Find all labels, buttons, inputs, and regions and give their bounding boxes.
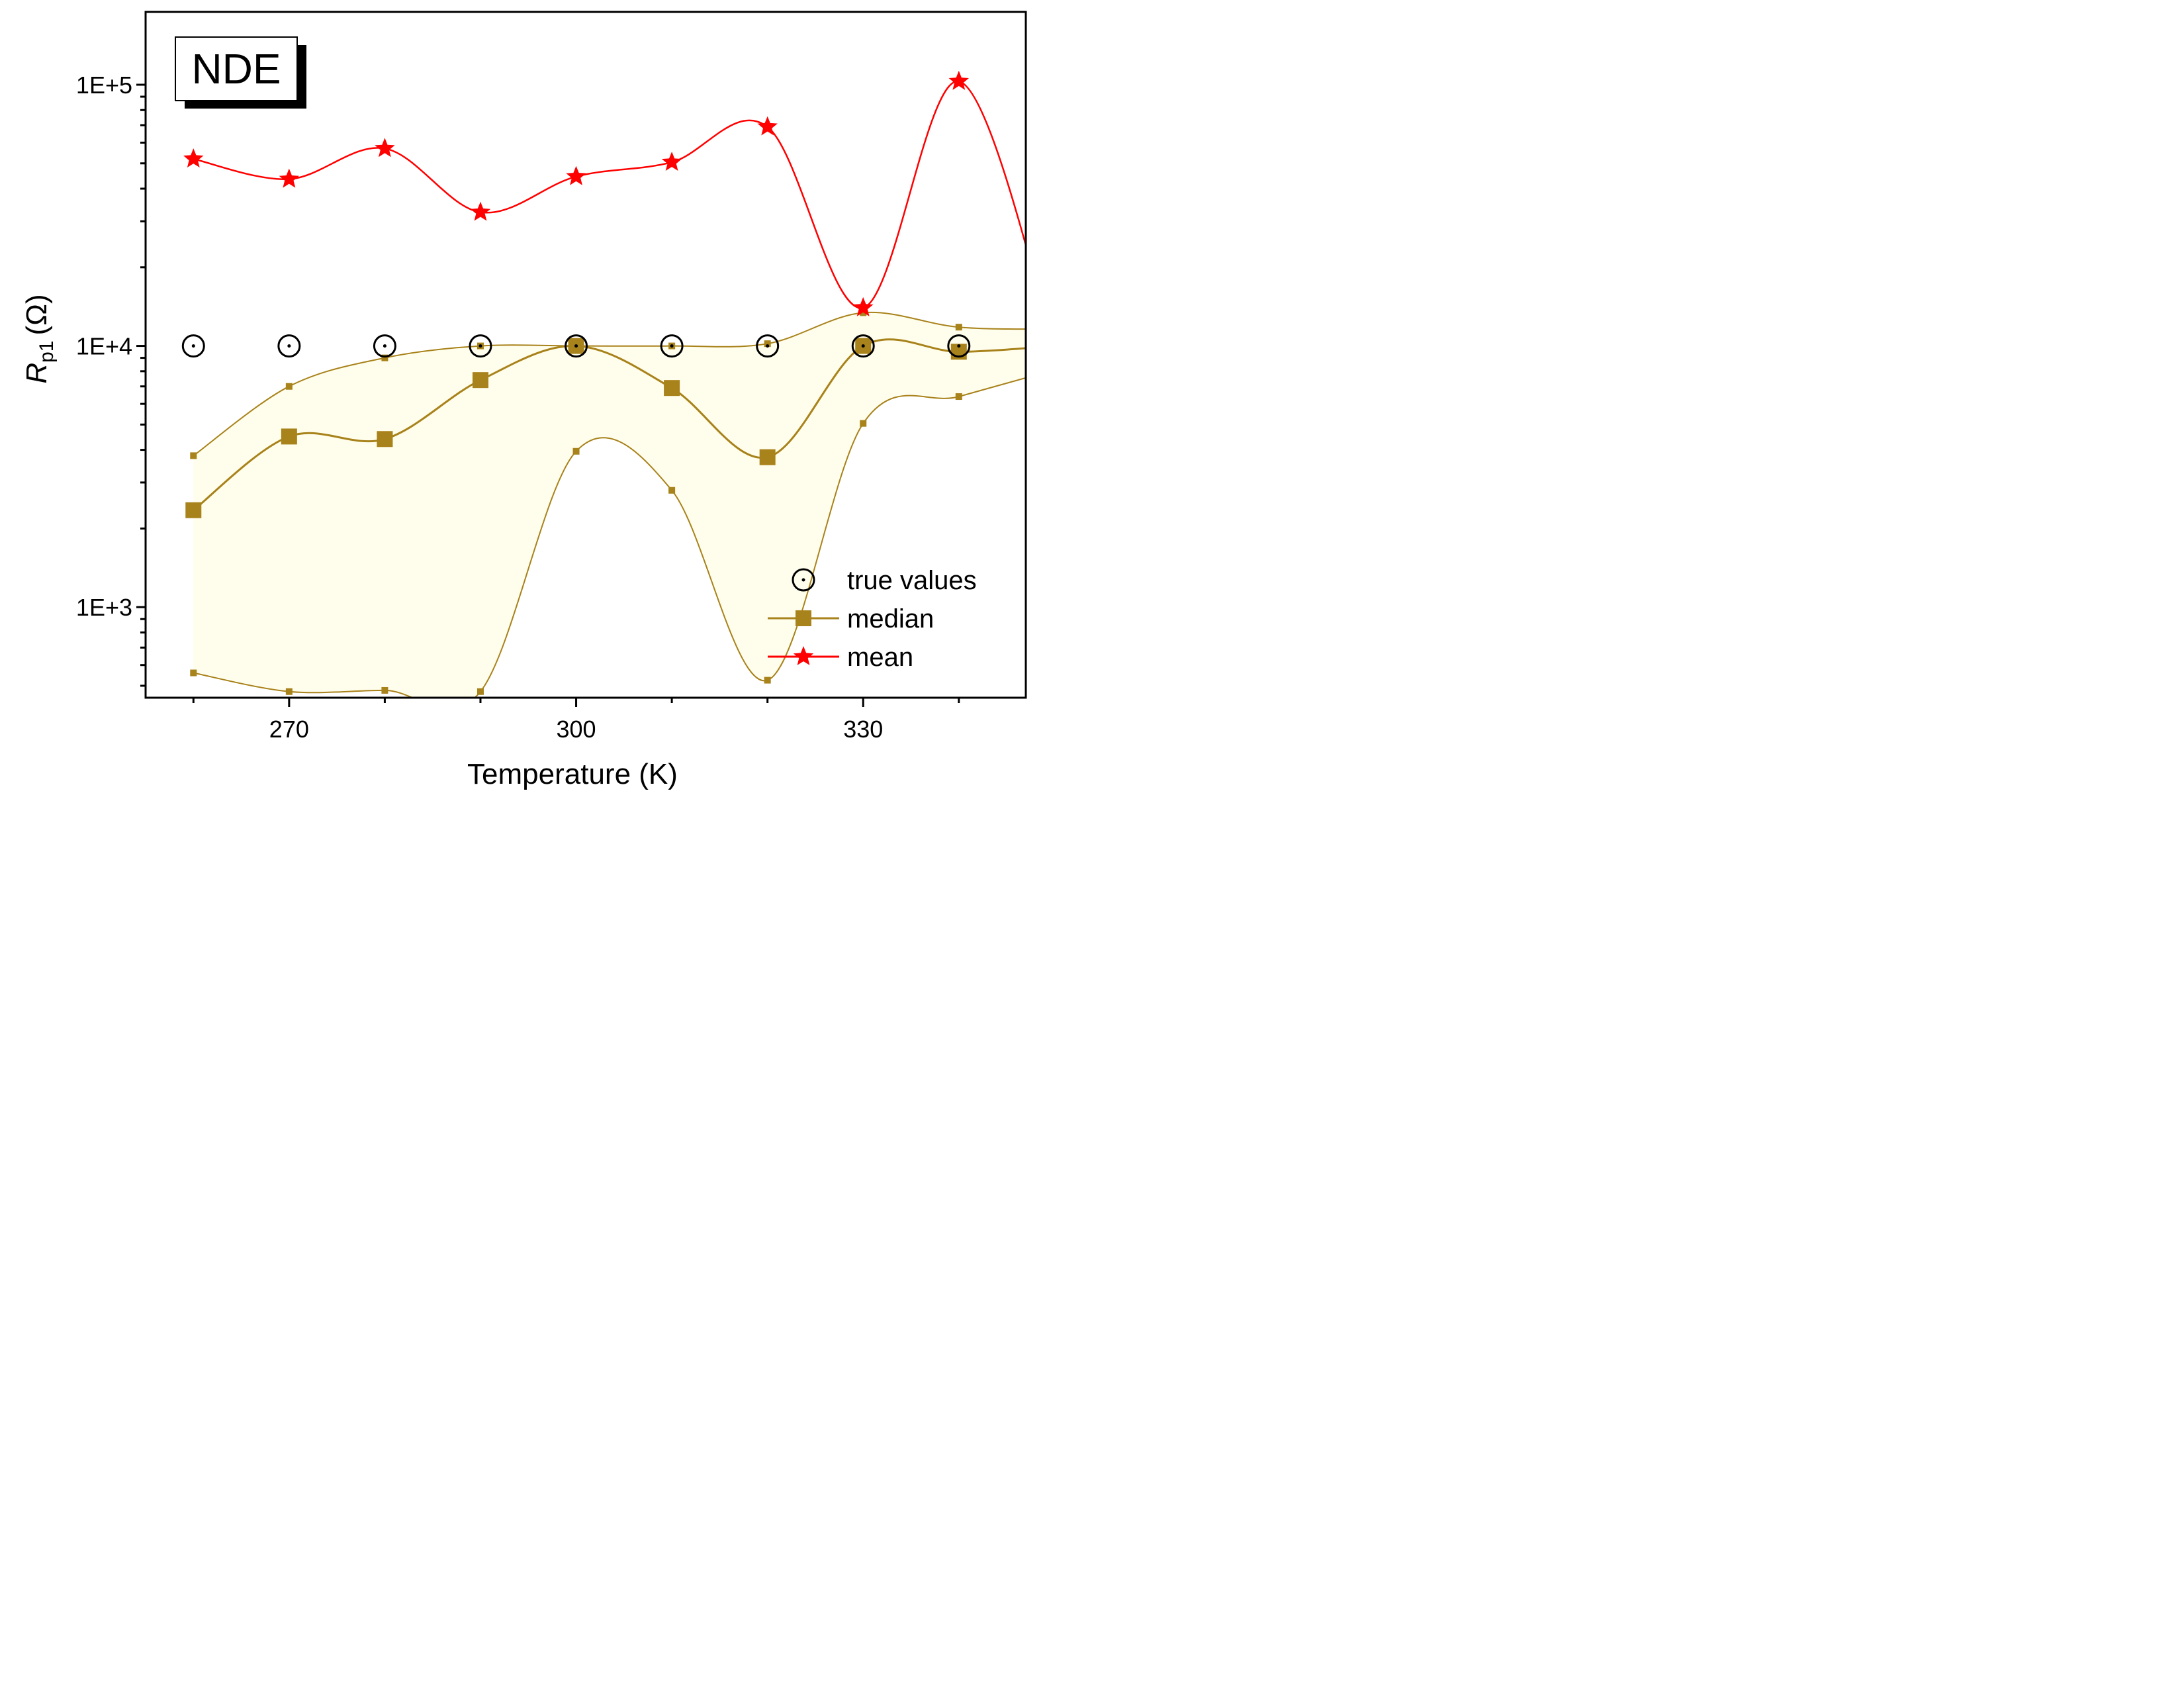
- point-median: [472, 372, 488, 389]
- point-true-values-ring: [947, 334, 971, 358]
- band-lower-point: [764, 677, 771, 684]
- point-true-values: [373, 334, 396, 358]
- series-line-mean: [193, 80, 1026, 309]
- band-upper-point: [381, 354, 388, 361]
- point-median: [185, 502, 202, 518]
- point-median: [759, 449, 776, 465]
- y-tick-label: 1E+3: [76, 594, 132, 621]
- band-lower-point: [955, 393, 962, 400]
- band-lower-point: [572, 447, 580, 455]
- point-true-values: [660, 334, 684, 358]
- x-tick-label: 330: [843, 716, 883, 743]
- point-mean: [566, 165, 586, 185]
- point-mean: [948, 70, 969, 90]
- point-true-values-ring: [851, 334, 875, 358]
- nde-badge: NDE: [175, 36, 306, 109]
- point-true-values-ring: [181, 334, 205, 358]
- point-true-values-dot: [478, 344, 482, 348]
- band-lower-point: [477, 688, 484, 695]
- point-mean: [470, 201, 491, 221]
- point-true-values: [851, 334, 875, 358]
- plot-frame: [144, 11, 1027, 699]
- point-true-values-dot: [383, 344, 387, 348]
- point-mean: [183, 148, 204, 167]
- point-true-values-ring: [565, 334, 588, 358]
- point-mean: [661, 152, 682, 171]
- point-true-values-dot: [191, 344, 195, 348]
- point-median: [281, 428, 297, 445]
- point-mean: [853, 297, 874, 316]
- point-mean: [279, 168, 300, 188]
- y-axis-title-subscript: p1: [36, 341, 58, 363]
- point-true-values-dot: [670, 344, 674, 348]
- band-upper-point: [190, 452, 197, 459]
- marker-layer: [181, 70, 971, 695]
- point-true-values: [181, 334, 205, 358]
- series-layer: [193, 80, 1026, 511]
- x-axis-title: Temperature (K): [467, 758, 678, 790]
- point-true-values: [277, 334, 301, 358]
- point-true-values-ring: [660, 334, 684, 358]
- axes: 270 300 330 1E+3 1E+4 1E+5: [76, 71, 960, 743]
- legend-marker-mean: [793, 646, 814, 665]
- band-upper-point: [764, 340, 771, 348]
- series-line-median: [193, 338, 1026, 511]
- point-true-values-dot: [861, 344, 865, 348]
- y-axis-title-symbol: R: [21, 363, 53, 384]
- point-true-values: [947, 334, 971, 358]
- legend-marker-true-values-dot: [801, 578, 805, 582]
- point-true-values-ring: [756, 334, 780, 358]
- point-true-values-dot: [766, 344, 770, 348]
- uncertainty-band: [193, 311, 1026, 698]
- legend-label-true-values: true values: [847, 566, 977, 595]
- legend-label-median: median: [847, 604, 934, 633]
- x-tick-label: 300: [557, 716, 596, 743]
- band-lower-point: [381, 686, 388, 694]
- band-lower-point: [668, 487, 676, 494]
- point-true-values-dot: [574, 344, 578, 348]
- legend-marker-median: [796, 610, 811, 626]
- y-axis-title: Rp1 (Ω): [21, 294, 58, 383]
- point-true-values-ring: [373, 334, 396, 358]
- point-median: [377, 431, 393, 447]
- band-lower-point: [860, 420, 867, 427]
- y-axis-title-unit: (Ω): [21, 294, 53, 335]
- point-mean: [375, 138, 395, 158]
- nde-badge-label: NDE: [191, 45, 281, 93]
- point-true-values: [469, 334, 492, 358]
- legend-marker-true-values-ring: [792, 568, 815, 592]
- band-upper-point: [860, 309, 867, 316]
- point-mean: [757, 116, 778, 136]
- point-true-values-dot: [287, 344, 291, 348]
- band-lower-point: [285, 688, 293, 695]
- band-lower-line: [193, 377, 1026, 698]
- band-lower-point: [190, 669, 197, 677]
- point-true-values-dot: [957, 344, 961, 348]
- band-fill: [193, 312, 1026, 698]
- point-true-values: [756, 334, 780, 358]
- band-upper-line: [193, 311, 1026, 457]
- point-true-values-ring: [277, 334, 301, 358]
- point-median: [664, 380, 680, 397]
- point-true-values-ring: [469, 334, 492, 358]
- y-tick-label: 1E+5: [76, 71, 132, 99]
- band-upper-point: [955, 324, 962, 331]
- point-true-values: [565, 334, 588, 358]
- x-tick-label: 270: [269, 716, 309, 743]
- chart: 270 300 330 1E+3 1E+4 1E+5 NDE Temperature (K…: [21, 11, 1027, 790]
- legend-marker-true-values: [792, 568, 815, 592]
- legend: true values median mean: [768, 566, 977, 672]
- y-tick-label: 1E+4: [76, 333, 132, 360]
- legend-label-mean: mean: [847, 643, 913, 672]
- band-upper-point: [285, 383, 293, 390]
